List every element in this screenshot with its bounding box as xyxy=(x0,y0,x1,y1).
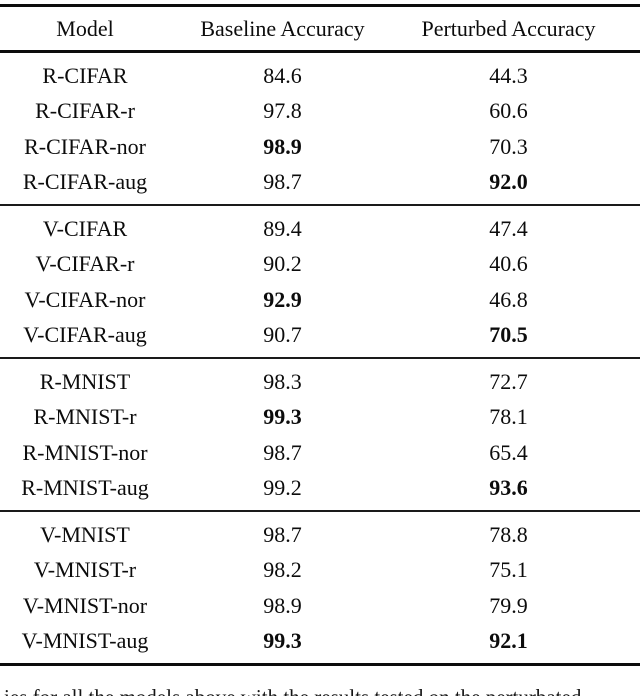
table-row: V-CIFAR-aug 90.7 70.5 xyxy=(0,318,640,354)
table-row: R-MNIST 98.3 72.7 xyxy=(0,364,640,400)
baseline-cell: 99.2 xyxy=(263,475,302,501)
caption-clipped-text: ies for all the models above with the re… xyxy=(4,684,640,696)
perturbed-cell: 93.6 xyxy=(489,475,528,501)
baseline-cell: 92.9 xyxy=(263,286,302,312)
table-row: R-MNIST-nor 98.7 65.4 xyxy=(0,435,640,471)
baseline-cell: 89.4 xyxy=(263,215,302,241)
model-cell: V-CIFAR-nor xyxy=(24,286,146,312)
model-cell: R-MNIST-r xyxy=(33,404,137,430)
model-cell: V-CIFAR-r xyxy=(35,251,135,277)
table-group: V-CIFAR 89.4 47.4 V-CIFAR-r 90.2 40.6 V-CIFAR-… xyxy=(0,204,640,357)
perturbed-cell: 46.8 xyxy=(489,286,528,312)
baseline-cell: 90.2 xyxy=(263,251,302,277)
model-cell: V-MNIST-r xyxy=(33,557,137,583)
perturbed-cell: 70.5 xyxy=(489,322,528,348)
model-cell: V-MNIST xyxy=(40,521,130,547)
perturbed-cell: 78.1 xyxy=(489,404,528,430)
table-row: R-MNIST-aug 99.2 93.6 xyxy=(0,471,640,507)
table-body: R-CIFAR 84.6 44.3 R-CIFAR-r 97.8 60.6 R-CIFAR-… xyxy=(0,53,640,663)
table-group: V-MNIST 98.7 78.8 V-MNIST-r 98.2 75.1 V-MNIST-… xyxy=(0,510,640,663)
table-row: R-CIFAR 84.6 44.3 xyxy=(0,58,640,94)
table-row: V-CIFAR 89.4 47.4 xyxy=(0,211,640,247)
model-cell: R-CIFAR-nor xyxy=(24,133,146,159)
model-cell: R-CIFAR xyxy=(42,62,128,88)
perturbed-cell: 70.3 xyxy=(489,133,528,159)
baseline-cell: 90.7 xyxy=(263,322,302,348)
table-row: V-MNIST-r 98.2 75.1 xyxy=(0,553,640,589)
perturbed-cell: 65.4 xyxy=(489,439,528,465)
table-row: V-CIFAR-r 90.2 40.6 xyxy=(0,247,640,283)
perturbed-cell: 92.0 xyxy=(489,169,528,195)
baseline-cell: 84.6 xyxy=(263,62,302,88)
model-cell: R-MNIST-aug xyxy=(21,475,149,501)
perturbed-cell: 92.1 xyxy=(489,628,528,654)
table-header-row: Model Baseline Accuracy Perturbed Accura… xyxy=(0,7,640,53)
baseline-cell: 98.2 xyxy=(263,557,302,583)
model-cell: V-MNIST-nor xyxy=(22,592,148,618)
column-header-baseline-accuracy: Baseline Accuracy xyxy=(200,15,365,41)
model-cell: V-CIFAR-aug xyxy=(23,322,147,348)
perturbed-cell: 60.6 xyxy=(489,98,528,124)
table-row: R-CIFAR-aug 98.7 92.0 xyxy=(0,165,640,201)
baseline-cell: 98.7 xyxy=(263,439,302,465)
perturbed-cell: 44.3 xyxy=(489,62,528,88)
model-cell: R-CIFAR-r xyxy=(35,98,135,124)
model-cell: V-CIFAR xyxy=(42,215,128,241)
baseline-cell: 98.7 xyxy=(263,521,302,547)
perturbed-cell: 47.4 xyxy=(489,215,528,241)
model-cell: R-MNIST-nor xyxy=(22,439,148,465)
model-cell: R-CIFAR-aug xyxy=(22,169,148,195)
baseline-cell: 98.9 xyxy=(263,133,302,159)
perturbed-cell: 40.6 xyxy=(489,251,528,277)
table-row: R-MNIST-r 99.3 78.1 xyxy=(0,400,640,436)
table-group: R-CIFAR 84.6 44.3 R-CIFAR-r 97.8 60.6 R-CIFAR-… xyxy=(0,53,640,204)
column-header-model: Model xyxy=(56,15,114,41)
perturbed-cell: 78.8 xyxy=(489,521,528,547)
perturbed-cell: 72.7 xyxy=(489,368,528,394)
baseline-cell: 98.3 xyxy=(263,368,302,394)
column-header-perturbed-accuracy: Perturbed Accuracy xyxy=(421,15,596,41)
perturbed-cell: 75.1 xyxy=(489,557,528,583)
table-group: R-MNIST 98.3 72.7 R-MNIST-r 99.3 78.1 R-MNIST-… xyxy=(0,357,640,510)
table-row: R-CIFAR-nor 98.9 70.3 xyxy=(0,129,640,165)
baseline-cell: 98.7 xyxy=(263,169,302,195)
baseline-cell: 97.8 xyxy=(263,98,302,124)
model-cell: V-MNIST-aug xyxy=(21,628,149,654)
table-row: V-MNIST 98.7 78.8 xyxy=(0,517,640,553)
results-table: Model Baseline Accuracy Perturbed Accura… xyxy=(0,4,640,666)
table-row: R-CIFAR-r 97.8 60.6 xyxy=(0,94,640,130)
model-cell: R-MNIST xyxy=(39,368,131,394)
table-row: V-MNIST-aug 99.3 92.1 xyxy=(0,624,640,660)
baseline-cell: 99.3 xyxy=(263,404,302,430)
table-row: V-MNIST-nor 98.9 79.9 xyxy=(0,588,640,624)
table-row: V-CIFAR-nor 92.9 46.8 xyxy=(0,282,640,318)
perturbed-cell: 79.9 xyxy=(489,592,528,618)
baseline-cell: 99.3 xyxy=(263,628,302,654)
baseline-cell: 98.9 xyxy=(263,592,302,618)
